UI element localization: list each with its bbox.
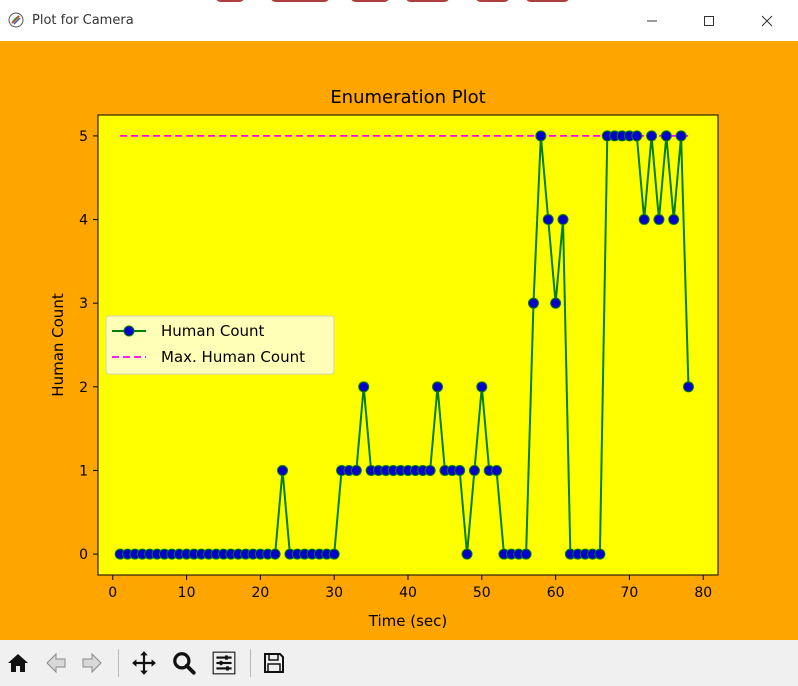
human-count-point <box>269 548 281 560</box>
human-count-point <box>358 381 370 393</box>
background-banner-fragment <box>215 0 245 2</box>
y-tick-label: 4 <box>79 213 88 229</box>
axes-frame <box>97 114 719 576</box>
human-count-point <box>675 130 687 142</box>
human-count-point <box>660 130 672 142</box>
pan-icon <box>132 651 156 675</box>
close-button[interactable] <box>739 0 795 41</box>
background-banner-fragment <box>405 0 450 2</box>
back-arrow-icon <box>46 652 66 674</box>
human-count-point <box>653 214 665 226</box>
human-count-point <box>527 297 539 309</box>
human-count-point <box>594 548 606 560</box>
forward-button[interactable] <box>78 648 106 678</box>
x-tick-label: 50 <box>473 585 491 601</box>
human-count-point <box>668 214 680 226</box>
y-axis-label: Human Count <box>49 293 67 397</box>
maximize-icon <box>704 15 714 26</box>
window-title: Plot for Camera <box>32 13 134 28</box>
home-icon <box>8 654 28 672</box>
y-tick-label: 5 <box>79 129 88 145</box>
home-button[interactable] <box>4 648 32 678</box>
x-tick-label: 40 <box>399 585 417 601</box>
x-tick-label: 60 <box>547 585 565 601</box>
close-icon <box>761 15 773 26</box>
forward-arrow-icon <box>82 652 102 674</box>
human-count-point <box>535 130 547 142</box>
minimize-icon <box>647 20 657 21</box>
human-count-point <box>557 214 569 226</box>
configure-subplots-button[interactable] <box>210 648 238 678</box>
y-tick-label: 3 <box>79 296 88 312</box>
human-count-point <box>520 548 532 560</box>
human-count-point <box>424 464 436 476</box>
legend-human-count-marker <box>123 325 135 337</box>
human-count-point <box>454 464 466 476</box>
chart-title: Enumeration Plot <box>330 87 485 108</box>
y-tick-label: 1 <box>79 463 88 479</box>
legend-max-human-count-label: Max. Human Count <box>161 348 305 366</box>
x-tick-label: 80 <box>694 585 712 601</box>
background-banner-fragment <box>270 0 330 2</box>
human-count-point <box>468 464 480 476</box>
x-tick-label: 30 <box>325 585 343 601</box>
back-button[interactable] <box>42 648 70 678</box>
human-count-point <box>328 548 340 560</box>
maximize-button[interactable] <box>681 0 737 41</box>
human-count-point <box>550 297 562 309</box>
legend-human-count-label: Human Count <box>161 322 265 340</box>
toolbar-separator <box>118 649 119 677</box>
human-count-point <box>350 464 362 476</box>
pan-button[interactable] <box>130 648 158 678</box>
legend-box <box>105 315 335 375</box>
save-button[interactable] <box>260 648 288 678</box>
x-tick-label: 0 <box>108 585 117 601</box>
x-tick-label: 70 <box>621 585 639 601</box>
human-count-point <box>461 548 473 560</box>
minimize-button[interactable] <box>624 0 680 41</box>
app-feather-icon <box>8 12 24 28</box>
configure-subplots-icon <box>212 651 236 675</box>
human-count-point <box>491 464 503 476</box>
human-count-point <box>432 381 444 393</box>
figure-canvas: Enumeration Plot Time (sec) Human Count 0 10… <box>0 41 798 640</box>
save-icon <box>264 653 284 673</box>
zoom-button[interactable] <box>170 648 198 678</box>
x-axis-label: Time (sec) <box>368 612 447 630</box>
toolbar-separator <box>250 649 251 677</box>
human-count-point <box>682 381 694 393</box>
human-count-point <box>476 381 488 393</box>
human-count-point <box>638 214 650 226</box>
x-tick-label: 20 <box>251 585 269 601</box>
y-tick-label: 2 <box>79 380 88 396</box>
navigation-toolbar <box>0 640 798 686</box>
human-count-point <box>277 464 289 476</box>
human-count-point <box>646 130 658 142</box>
human-count-point <box>631 130 643 142</box>
window-titlebar: Plot for Camera <box>0 0 798 41</box>
background-banner-fragment <box>525 0 570 2</box>
y-tick-label: 0 <box>79 547 88 563</box>
zoom-icon <box>173 652 196 675</box>
x-tick-label: 10 <box>178 585 196 601</box>
human-count-point <box>542 214 554 226</box>
background-banner-fragment <box>475 0 510 2</box>
background-banner-fragment <box>350 0 390 2</box>
